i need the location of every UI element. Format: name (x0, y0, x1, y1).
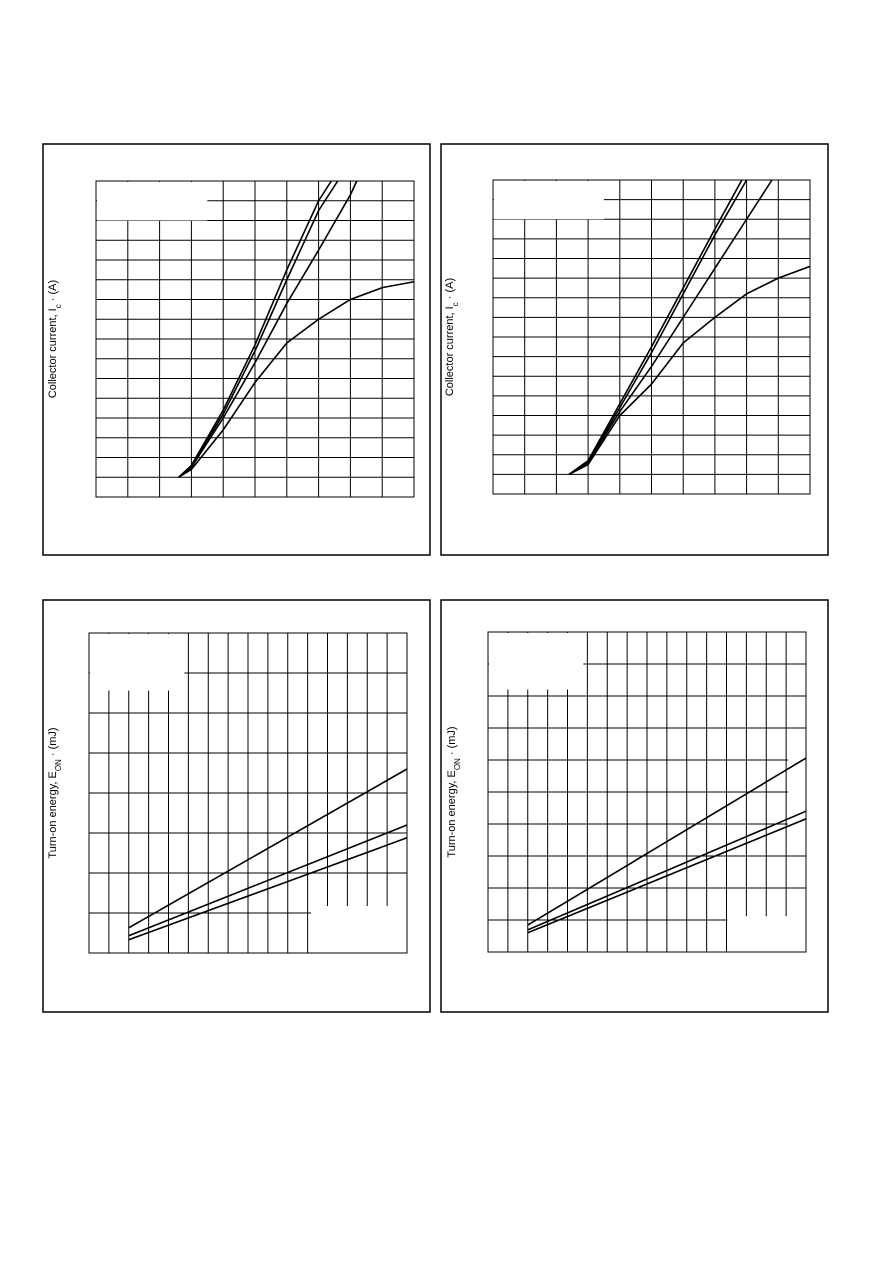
curve (568, 265, 811, 476)
y-axis-label: Collector current, Ic · (A) (47, 280, 63, 398)
y-axis-label-part: c (451, 302, 460, 306)
legend-blank (311, 906, 407, 953)
legend-blank (494, 181, 604, 220)
plot-border (487, 631, 807, 953)
legend-blank (489, 633, 584, 690)
curve (178, 180, 358, 478)
y-axis-label-part: Collector current, I (444, 306, 456, 396)
curve (178, 180, 339, 478)
plot-border (95, 180, 415, 498)
y-axis-label-part: · (mJ) (446, 726, 458, 758)
curve (128, 837, 408, 941)
y-axis-label-part: · (A) (47, 280, 59, 304)
plot-border (88, 632, 408, 954)
curve (527, 818, 807, 934)
panel-frame (440, 143, 829, 556)
curve (568, 179, 748, 476)
legend-blank (727, 916, 806, 952)
curve (527, 757, 807, 926)
y-axis-label-part: · (A) (444, 278, 456, 302)
y-axis-label-part: c (54, 304, 63, 308)
legend-blank (90, 634, 185, 691)
y-axis-label-part: Turn-on energy, E (446, 770, 458, 857)
y-axis-label-part: · (mJ) (47, 727, 59, 759)
curve (178, 280, 415, 478)
y-axis-label-part: ON (453, 758, 462, 770)
curve (527, 810, 807, 931)
y-axis-label-part: Turn-on energy, E (47, 771, 59, 858)
y-axis-label: Collector current, Ic · (A) (444, 278, 460, 396)
panel-frame (42, 599, 431, 1013)
curve (128, 824, 408, 937)
chart: Collector current, Ic · (A) (42, 143, 431, 556)
y-axis-label-part: ON (54, 759, 63, 771)
chart: Turn-on energy, EON · (mJ) (440, 599, 829, 1013)
curve (128, 768, 408, 929)
plot-border (492, 179, 811, 495)
curve (568, 179, 773, 476)
panel-frame (440, 599, 829, 1013)
chart: Turn-on energy, EON · (mJ) (42, 599, 431, 1013)
legend-blank (97, 182, 208, 221)
y-axis-label-part: Collector current, I (47, 308, 59, 398)
y-axis-label: Turn-on energy, EON · (mJ) (47, 727, 63, 858)
chart: Collector current, Ic · (A) (440, 143, 829, 556)
y-axis-label: Turn-on energy, EON · (mJ) (446, 726, 462, 857)
curve (568, 179, 743, 476)
panel-frame (42, 143, 431, 556)
